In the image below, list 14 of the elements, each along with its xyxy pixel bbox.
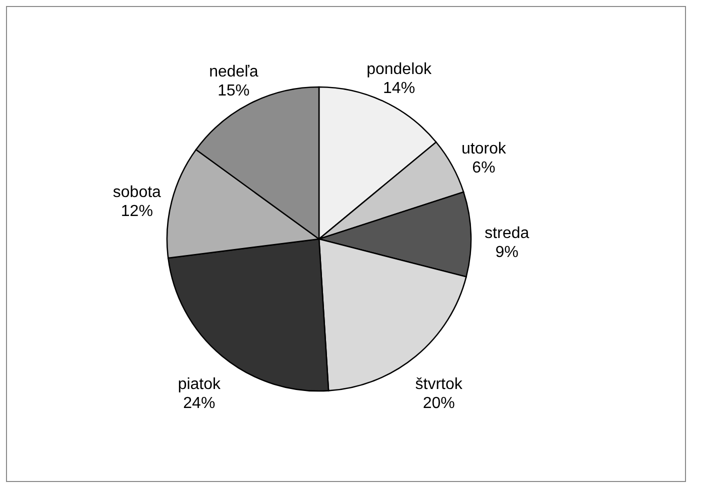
slice-label: sobota xyxy=(112,184,162,202)
slice-label: utorok xyxy=(462,140,507,158)
data-label: 15% xyxy=(218,82,250,100)
data-label: 6% xyxy=(472,159,496,176)
slice-label: streda xyxy=(484,225,530,242)
data-label: 12% xyxy=(120,203,153,220)
slice-label: piatok xyxy=(178,376,222,393)
data-label: 24% xyxy=(183,394,216,412)
data-label: 20% xyxy=(422,394,455,412)
slice-label: nedeľa xyxy=(209,63,258,80)
data-label: 14% xyxy=(383,80,416,97)
slice-label: pondelok xyxy=(366,60,433,78)
slice-label: štvrtok xyxy=(415,376,464,393)
data-label: 9% xyxy=(495,244,518,262)
